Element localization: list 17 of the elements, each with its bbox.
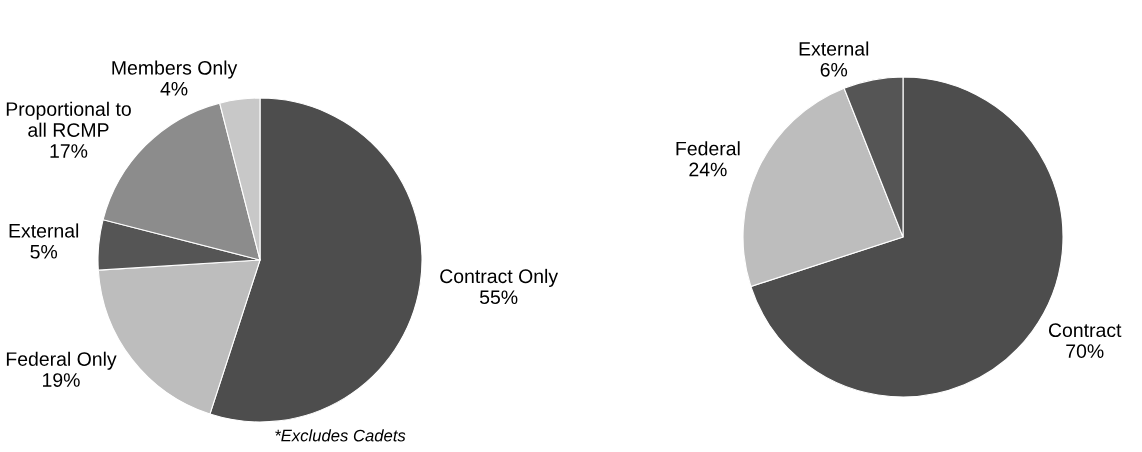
slice-label: Members Only (112, 60, 238, 79)
text: *Excludes Cadets (275, 429, 406, 442)
slice-label: Federal (676, 141, 740, 156)
data-label: 4% (160, 82, 188, 96)
data-label: 17% (50, 144, 88, 158)
data-label: 19% (43, 373, 80, 387)
data-label: 55% (479, 290, 518, 305)
slice-label: Federal Only (6, 351, 117, 370)
data-label: 6% (820, 62, 848, 77)
data-label: 70% (1066, 344, 1104, 359)
slice-label: External (9, 223, 79, 238)
slice-label: Contract (1048, 323, 1122, 338)
slice-label: External (799, 41, 869, 56)
slice-label: Contract Only (440, 268, 559, 287)
slice-label: Proportional to all RCMP (6, 101, 131, 137)
data-label: 5% (30, 244, 58, 259)
data-label: 24% (689, 162, 727, 177)
